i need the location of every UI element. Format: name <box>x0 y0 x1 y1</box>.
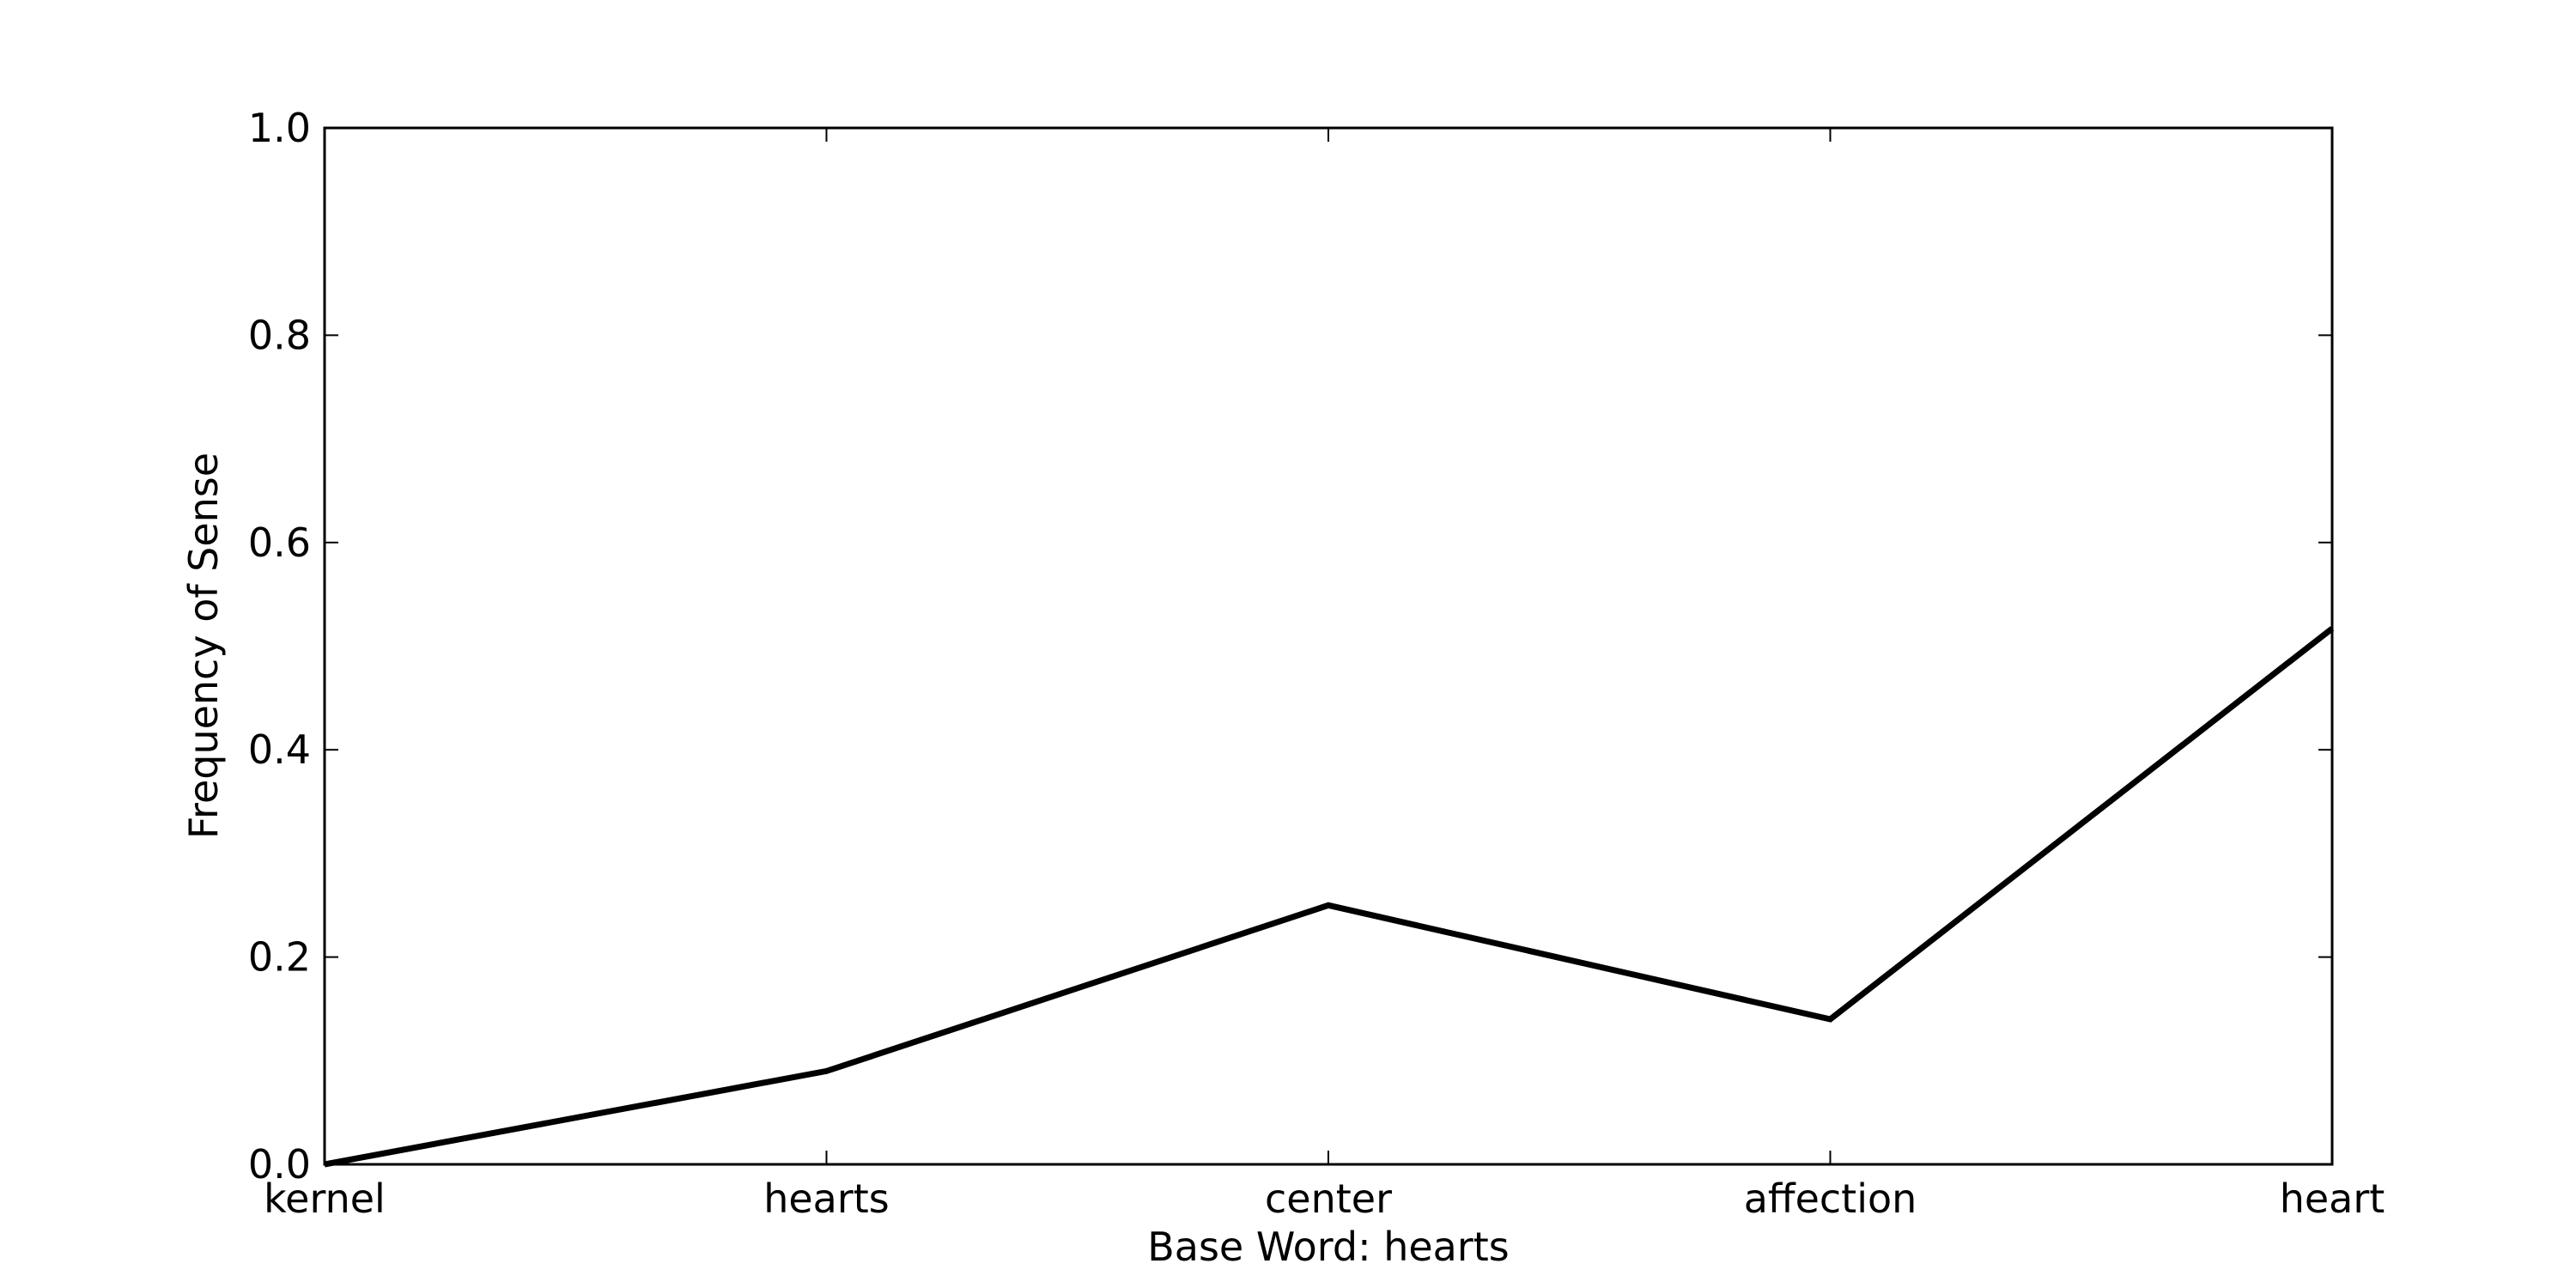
x-tick-label: hearts <box>763 1176 890 1222</box>
y-axis-ticks: 0.0 0.2 0.4 0.6 0.8 1.0 <box>248 105 2332 1188</box>
x-tick-label: affection <box>1744 1176 1917 1222</box>
x-tick-label: kernel <box>264 1176 386 1222</box>
series-line <box>324 626 2335 1168</box>
x-axis-label: Base Word: hearts <box>1147 1224 1510 1270</box>
y-tick-label: 0.4 <box>248 726 311 773</box>
x-tick-label: center <box>1265 1176 1392 1222</box>
y-axis-label: Frequency of Sense <box>180 453 227 839</box>
plot-frame <box>323 126 2334 1166</box>
y-tick-label: 0.6 <box>248 519 311 566</box>
y-tick-label: 1.0 <box>248 105 311 151</box>
x-tick-label: heart <box>2280 1176 2385 1222</box>
x-axis-ticks: kernel hearts center affection heart <box>264 128 2385 1222</box>
y-tick-label: 0.0 <box>248 1141 311 1188</box>
y-tick-label: 0.8 <box>248 312 311 358</box>
plot-background <box>325 128 2332 1164</box>
y-tick-label: 0.2 <box>248 934 311 981</box>
